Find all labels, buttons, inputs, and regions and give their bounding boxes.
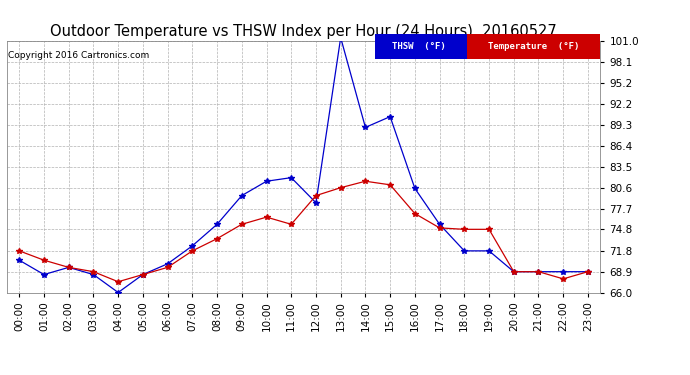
- Bar: [466, 34, 600, 59]
- Bar: [375, 34, 466, 59]
- Title: Outdoor Temperature vs THSW Index per Hour (24 Hours)  20160527: Outdoor Temperature vs THSW Index per Ho…: [50, 24, 557, 39]
- Text: Copyright 2016 Cartronics.com: Copyright 2016 Cartronics.com: [8, 51, 150, 60]
- Text: Temperature  (°F): Temperature (°F): [488, 42, 579, 51]
- Text: THSW  (°F): THSW (°F): [393, 42, 446, 51]
